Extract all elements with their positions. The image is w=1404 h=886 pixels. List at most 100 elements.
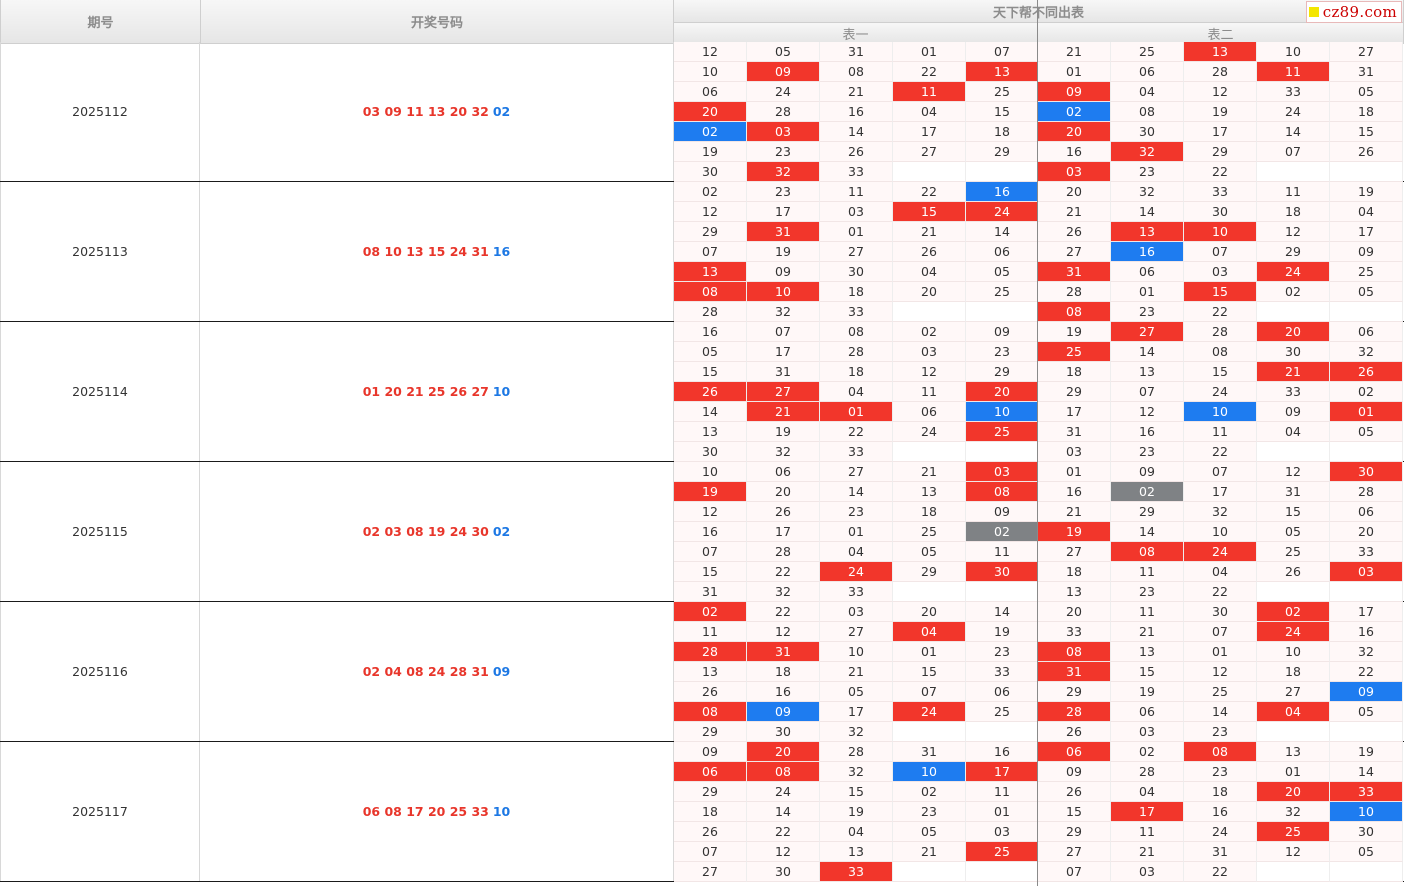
draw-row: 2025114 01 20 21 25 26 27 10 16 07 08 02 09 0…	[0, 322, 1404, 462]
grid-cell: 02	[1038, 102, 1111, 122]
grid-cell: 06	[1111, 62, 1184, 82]
grid-cell: 26	[1330, 142, 1403, 162]
grid-cell: 29	[1038, 822, 1111, 842]
grid-cell: 32	[1330, 642, 1403, 662]
grid-cell: 10	[893, 762, 966, 782]
grid-cell: 31	[1184, 842, 1257, 862]
grid-cell: 04	[893, 622, 966, 642]
grid-cell: 06	[966, 682, 1039, 702]
grid-cell: 22	[1184, 862, 1257, 882]
grid-cell: 21	[820, 662, 893, 682]
grid-cell: 21	[1111, 842, 1184, 862]
grid-cell: 28	[820, 342, 893, 362]
grid-cell	[966, 722, 1039, 742]
grid-cell: 21	[1257, 362, 1330, 382]
grid-cell: 32	[747, 302, 820, 322]
grid-cell: 07	[747, 322, 820, 342]
grid-cell: 25	[1184, 682, 1257, 702]
grid-cell: 18	[1038, 562, 1111, 582]
grid-cell: 11	[820, 182, 893, 202]
grid-cell: 16	[1038, 142, 1111, 162]
grid-cell: 20	[1330, 522, 1403, 542]
grid-cell: 01	[893, 642, 966, 662]
grid-cell: 15	[1257, 502, 1330, 522]
grid-cell	[1257, 302, 1330, 322]
grid-cell: 16	[1330, 622, 1403, 642]
grid-cell: 07	[674, 542, 747, 562]
grid-cell: 20	[747, 742, 820, 762]
grid-cell: 04	[1111, 782, 1184, 802]
grid-cell: 23	[820, 502, 893, 522]
grid-cell: 09	[1330, 242, 1403, 262]
grid-cell: 11	[674, 622, 747, 642]
grid-cell	[1330, 582, 1403, 602]
grid-cell: 20	[1038, 122, 1111, 142]
grid-cell: 22	[893, 62, 966, 82]
draw-numbers: 02 03 08 19 24 30 02	[200, 462, 674, 601]
period-number: 2025113	[0, 182, 200, 321]
grid-cell: 15	[893, 662, 966, 682]
grid-cell: 26	[893, 242, 966, 262]
draw-row: 2025116 02 04 08 24 28 31 09 02 22 03 20 14 1…	[0, 602, 1404, 742]
grid-cell: 13	[1111, 222, 1184, 242]
grid-cell: 29	[1038, 682, 1111, 702]
grid-cell: 02	[1257, 602, 1330, 622]
grid-cell: 03	[820, 202, 893, 222]
grid-cell: 23	[1111, 302, 1184, 322]
number-grid: 02 23 11 22 16 12 17 03 15 24 29 31 01 21 14 07 19 27 26 06…	[674, 182, 1403, 322]
grid-cell	[1257, 442, 1330, 462]
grid-cell: 23	[893, 802, 966, 822]
grid-cell: 31	[747, 222, 820, 242]
grid-cell: 08	[747, 762, 820, 782]
grid-cell: 12	[674, 42, 747, 62]
grid-cell: 19	[1330, 742, 1403, 762]
grid-cell: 04	[893, 102, 966, 122]
blue-ball: 09	[492, 664, 511, 679]
grid-cell: 33	[1257, 82, 1330, 102]
grid-cell: 16	[674, 322, 747, 342]
grid-cell: 06	[1330, 502, 1403, 522]
grid-cell: 14	[1330, 762, 1403, 782]
grid-cell: 22	[893, 182, 966, 202]
grid-cell: 22	[820, 422, 893, 442]
grid-cell: 06	[1038, 742, 1111, 762]
grid-cell: 14	[1111, 202, 1184, 222]
grid-cell: 10	[966, 402, 1039, 422]
grid-cell: 02	[1257, 282, 1330, 302]
grid-cell: 18	[1257, 662, 1330, 682]
grid-cell: 07	[1184, 622, 1257, 642]
grid-cell: 31	[747, 362, 820, 382]
grid-cell: 13	[820, 842, 893, 862]
grid-cell: 05	[893, 542, 966, 562]
grid-cell: 27	[1038, 542, 1111, 562]
grid-cell: 13	[1038, 582, 1111, 602]
grid-cell: 28	[674, 302, 747, 322]
grid-cell: 30	[747, 862, 820, 882]
grid-cell: 32	[1257, 802, 1330, 822]
grid-cell: 28	[1184, 62, 1257, 82]
grid-cell: 12	[747, 622, 820, 642]
grid-cell: 25	[1111, 42, 1184, 62]
grid-cell: 15	[966, 102, 1039, 122]
grid-cell: 19	[966, 622, 1039, 642]
draw-row: 2025115 02 03 08 19 24 30 02 10 06 27 21 03 1…	[0, 462, 1404, 602]
grid-cell: 28	[674, 642, 747, 662]
grid-cell: 30	[747, 722, 820, 742]
number-grid: 10 06 27 21 03 19 20 14 13 08 12 26 23 18 09 16 17 01 25 02…	[674, 462, 1403, 602]
draw-row: 2025112 03 09 11 13 20 32 02 12 05 31 01 07 1…	[0, 42, 1404, 182]
grid-cell: 33	[1330, 782, 1403, 802]
grid-cell: 31	[1330, 62, 1403, 82]
grid-cell: 05	[1330, 422, 1403, 442]
grid-cell: 27	[820, 242, 893, 262]
blue-ball: 02	[492, 104, 511, 119]
grid-cell: 24	[1184, 542, 1257, 562]
grid-cell: 24	[893, 702, 966, 722]
grid-cell: 04	[1257, 702, 1330, 722]
grid-cell: 20	[1038, 182, 1111, 202]
grid-cell: 32	[820, 762, 893, 782]
number-grid: 09 20 28 31 16 06 08 32 10 17 29 24 15 02 11 18 14 19 23 01…	[674, 742, 1403, 882]
grid-cell: 33	[820, 442, 893, 462]
grid-cell: 19	[1184, 102, 1257, 122]
grid-cell: 21	[893, 222, 966, 242]
grid-cell: 29	[893, 562, 966, 582]
